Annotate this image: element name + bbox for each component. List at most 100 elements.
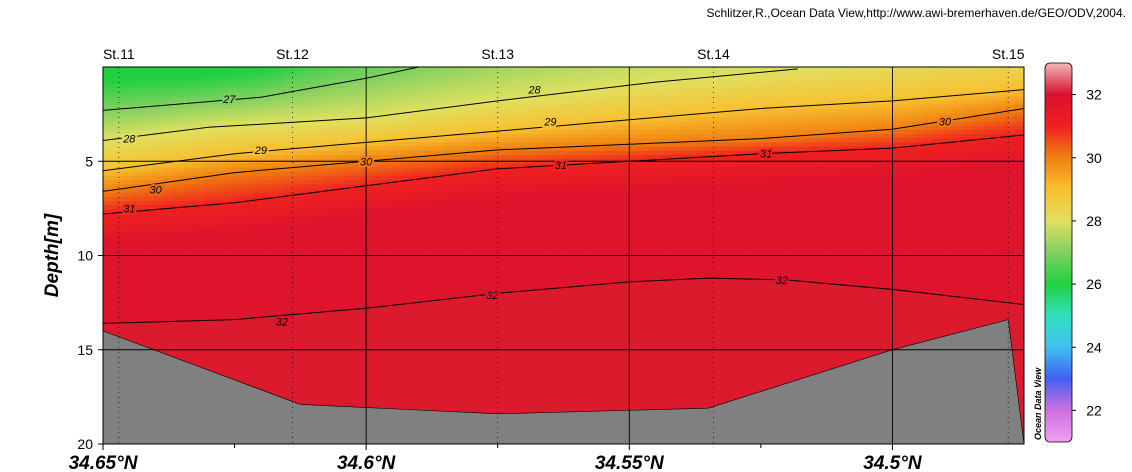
field-cell	[373, 201, 384, 206]
field-cell	[463, 263, 474, 269]
field-cell	[523, 209, 535, 215]
field-cell	[253, 263, 264, 269]
field-cell	[483, 108, 495, 114]
field-cell	[143, 163, 154, 169]
field-cell	[363, 289, 374, 294]
field-cell	[493, 188, 505, 194]
field-cell	[503, 163, 515, 169]
field-cell	[473, 263, 485, 269]
field-cell	[483, 230, 495, 236]
field-cell	[523, 226, 535, 231]
field-cell	[483, 171, 495, 177]
field-cell	[543, 217, 555, 223]
field-cell	[613, 167, 625, 173]
field-cell	[123, 75, 134, 81]
field-cell	[343, 125, 354, 131]
field-cell	[243, 104, 254, 110]
field-cell	[203, 146, 214, 152]
field-cell	[503, 100, 515, 106]
field-cell	[213, 263, 224, 269]
field-cell	[183, 221, 194, 227]
field-cell	[453, 217, 464, 223]
field-cell	[163, 96, 174, 102]
field-cell	[263, 230, 274, 236]
field-cell	[183, 280, 194, 286]
field-cell	[493, 104, 505, 110]
field-cell	[593, 184, 605, 190]
field-cell	[443, 171, 454, 177]
field-cell	[173, 242, 184, 248]
field-cell	[223, 117, 234, 123]
field-cell	[493, 230, 505, 236]
field-cell	[273, 289, 284, 294]
field-cell	[583, 150, 595, 156]
field-cell	[553, 259, 565, 265]
field-cell	[173, 217, 184, 223]
field-cell	[613, 263, 625, 269]
field-cell	[193, 171, 204, 177]
field-cell	[513, 150, 525, 156]
field-cell	[253, 297, 264, 303]
field-cell	[153, 314, 164, 319]
field-cell	[433, 71, 444, 76]
field-cell	[583, 242, 595, 248]
field-cell	[423, 175, 434, 181]
field-cell	[393, 201, 404, 206]
field-cell	[293, 163, 304, 169]
field-cell	[303, 263, 314, 269]
field-cell	[173, 221, 184, 227]
field-cell	[503, 121, 515, 127]
field-cell	[413, 209, 424, 215]
field-cell	[133, 108, 144, 114]
field-cell	[583, 117, 595, 123]
field-cell	[423, 142, 434, 148]
field-cell	[413, 167, 424, 173]
field-cell	[123, 96, 134, 102]
field-cell	[403, 201, 414, 206]
field-cell	[223, 134, 234, 139]
field-cell	[473, 272, 485, 278]
field-cell	[203, 263, 214, 269]
field-cell	[443, 230, 454, 236]
field-cell	[563, 87, 575, 93]
field-cell	[123, 234, 134, 240]
field-cell	[633, 205, 645, 211]
field-cell	[453, 146, 464, 152]
field-cell	[183, 263, 194, 269]
field-cell	[183, 184, 194, 190]
field-cell	[553, 188, 565, 194]
field-cell	[223, 293, 234, 298]
field-cell	[253, 146, 264, 152]
field-cell	[353, 247, 364, 252]
field-cell	[193, 175, 204, 181]
field-cell	[363, 196, 374, 202]
field-cell	[203, 125, 214, 131]
field-cell	[413, 96, 424, 102]
field-cell	[453, 138, 464, 143]
field-cell	[113, 301, 124, 307]
field-cell	[233, 301, 244, 307]
field-cell	[163, 247, 174, 252]
field-cell	[443, 75, 454, 81]
field-cell	[353, 297, 364, 303]
field-cell	[143, 167, 154, 173]
field-cell	[533, 142, 545, 148]
field-cell	[113, 163, 124, 169]
field-cell	[183, 201, 194, 206]
field-cell	[133, 268, 144, 273]
field-cell	[243, 234, 254, 240]
field-cell	[633, 125, 645, 131]
field-cell	[333, 209, 344, 215]
field-cell	[523, 188, 535, 194]
field-cell	[543, 226, 555, 231]
field-cell	[193, 188, 204, 194]
field-cell	[253, 226, 264, 231]
field-cell	[143, 234, 154, 240]
field-cell	[383, 171, 394, 177]
field-cell	[243, 280, 254, 286]
field-cell	[613, 150, 625, 156]
field-cell	[483, 234, 495, 240]
field-cell	[193, 142, 204, 148]
field-cell	[453, 167, 464, 173]
field-cell	[573, 188, 585, 194]
